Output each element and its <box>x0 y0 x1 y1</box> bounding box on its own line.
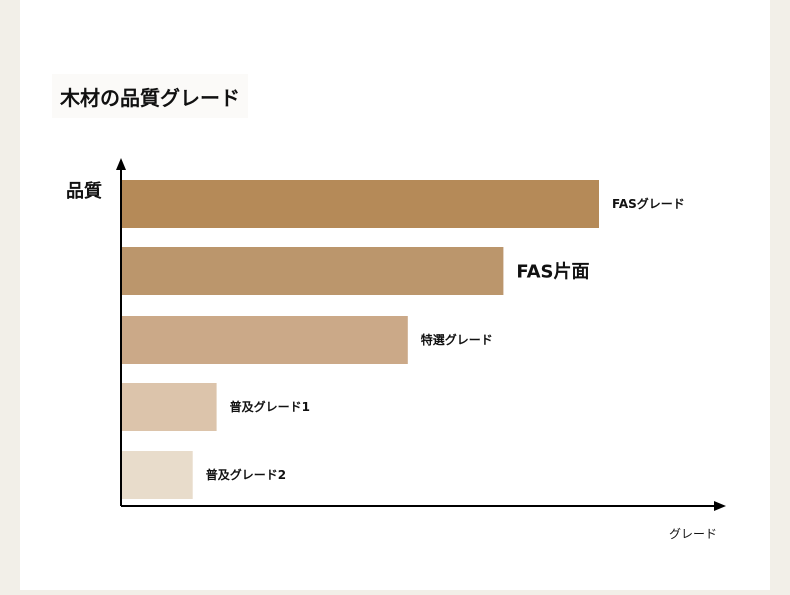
bar-label-5: 普及グレード2 <box>206 467 286 482</box>
bar-label-1: FASグレード <box>612 196 685 211</box>
bars-group <box>121 180 599 499</box>
x-axis-arrow-icon <box>714 501 726 511</box>
bar-label-2: FAS片面 <box>516 260 589 282</box>
bar-label-4: 普及グレード1 <box>230 399 310 414</box>
y-axis-label: 品質 <box>66 180 102 202</box>
bar-label-3: 特選グレード <box>421 332 493 347</box>
x-axis-label: グレード <box>669 527 717 541</box>
bar-3 <box>121 316 408 364</box>
bar-1 <box>121 180 599 228</box>
bar-5 <box>121 451 193 499</box>
y-axis-arrow-icon <box>116 158 126 170</box>
chart-title: 木材の品質グレード <box>52 74 248 118</box>
bar-2 <box>121 247 504 295</box>
bar-4 <box>121 383 217 431</box>
